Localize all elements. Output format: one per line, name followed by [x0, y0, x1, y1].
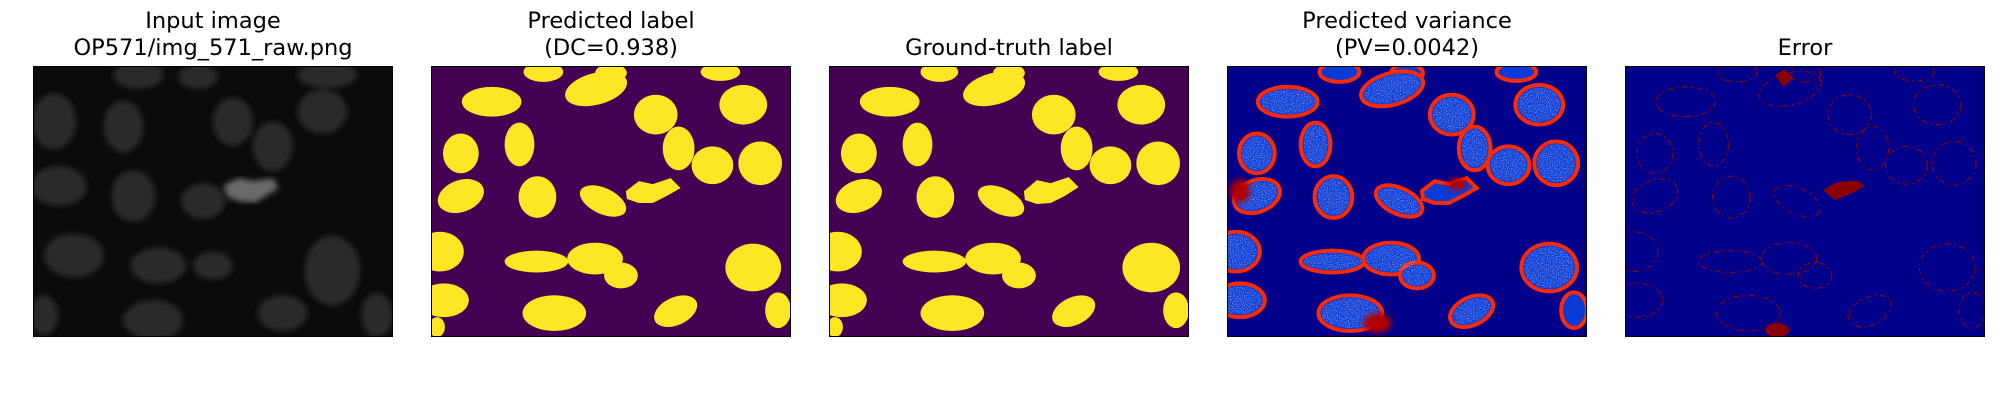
title-line-1: Predicted variance — [1302, 8, 1512, 34]
title-line-1: Error — [1777, 35, 1833, 61]
panel-ground-truth-label: Ground-truth label — [829, 0, 1189, 400]
panel-title: Ground-truth label — [799, 8, 1219, 62]
ground-truth-label-image — [829, 66, 1189, 337]
title-line-1: Ground-truth label — [905, 35, 1113, 61]
input-image — [33, 66, 393, 337]
panel-title: Predicted label (DC=0.938) — [401, 8, 821, 62]
panel-title: Input image OP571/img_571_raw.png — [3, 8, 423, 62]
panel-predicted-label: Predicted label (DC=0.938) — [431, 0, 791, 400]
panel-predicted-variance: Predicted variance (PV=0.0042) — [1227, 0, 1587, 400]
title-line-2: (DC=0.938) — [544, 35, 678, 61]
panel-title: Predicted variance (PV=0.0042) — [1197, 8, 1617, 62]
title-line-1: Input image — [145, 8, 281, 34]
panel-title: Error — [1595, 8, 2000, 62]
predicted-variance-image — [1227, 66, 1587, 337]
predicted-label-image — [431, 66, 791, 337]
title-line-2: OP571/img_571_raw.png — [73, 35, 353, 61]
panel-error: Error — [1625, 0, 1985, 400]
title-line-1: Predicted label — [527, 8, 695, 34]
panel-input-image: Input image OP571/img_571_raw.png — [33, 0, 393, 400]
title-line-2: (PV=0.0042) — [1334, 35, 1480, 61]
error-image — [1625, 66, 1985, 337]
